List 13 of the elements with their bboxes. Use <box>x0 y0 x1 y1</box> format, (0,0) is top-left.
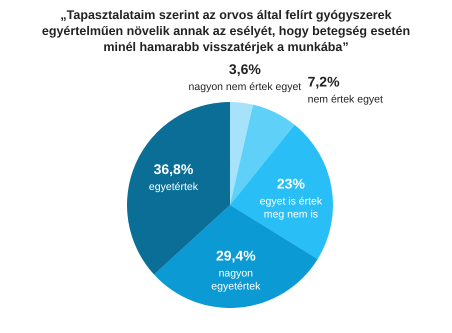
slice-label: nem értek egyet <box>308 93 383 106</box>
data-label: 23% <box>276 176 306 192</box>
chart-title: „Tapasztalataim szerint az orvos által felírt gyógyszerek egyértelműen növelik annak az esélyét, hogy betegség esetén minél hamarabb visszatérjek a munkába” <box>42 8 410 54</box>
slice-label: nagyon egyetértek <box>211 268 262 293</box>
data-label: 7,2% <box>308 73 340 90</box>
slice-label: egyetértek <box>148 181 199 194</box>
pie-slice <box>154 205 318 308</box>
data-label: 29,4% <box>216 248 256 264</box>
data-label: 3,6% <box>228 61 262 77</box>
slice-label: egyet is értek meg nem is <box>260 196 323 221</box>
pie-slice <box>230 102 254 205</box>
data-label: 36,8% <box>154 161 194 178</box>
slice-label: nagyon nem értek egyet <box>188 81 302 93</box>
